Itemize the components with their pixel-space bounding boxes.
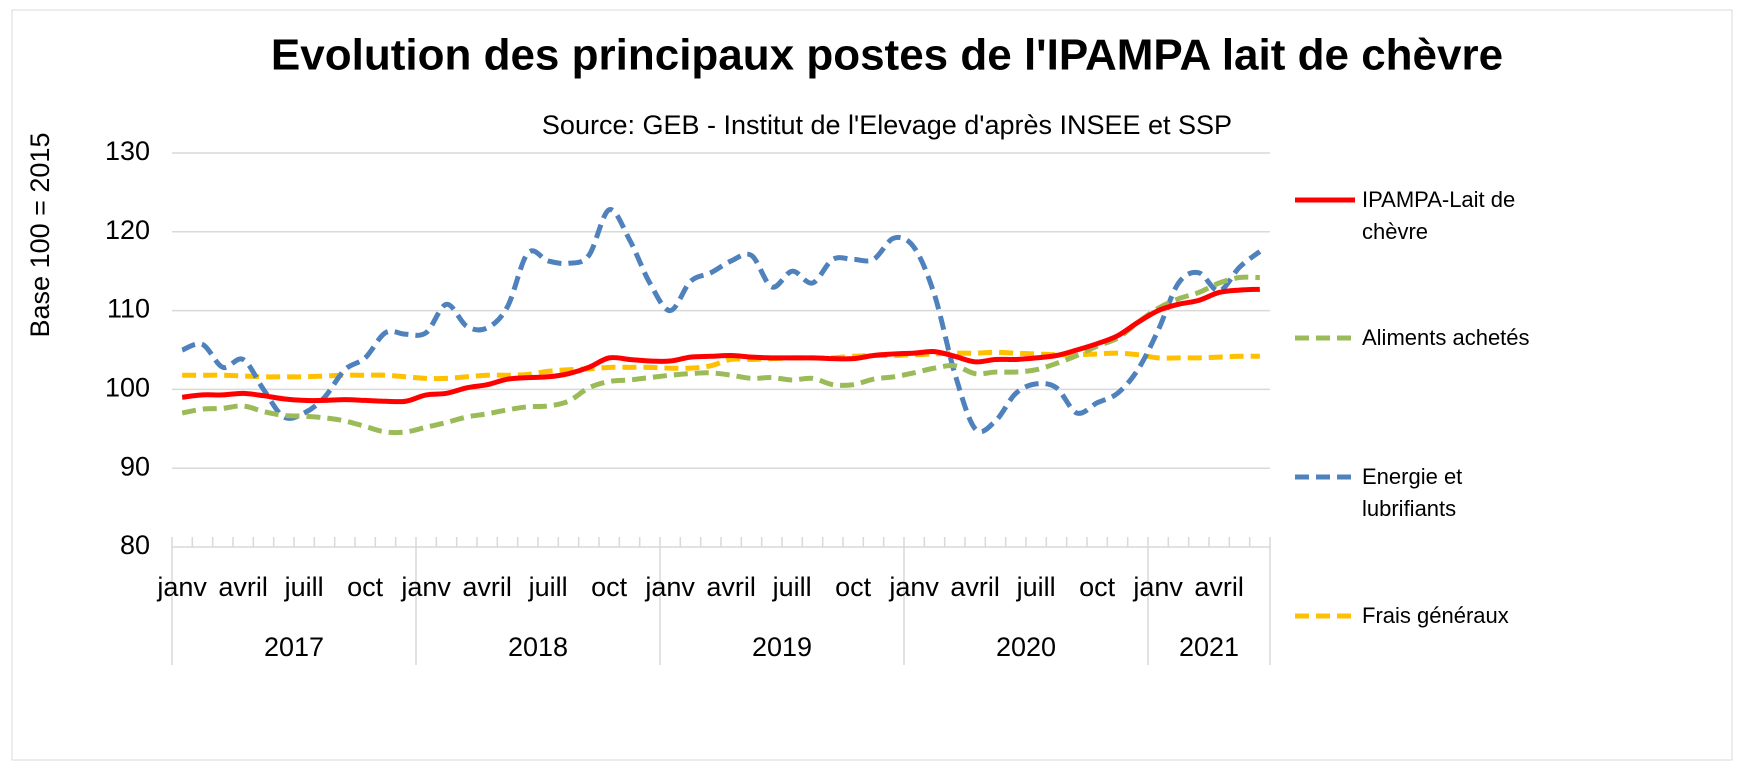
year-label: 2021 — [1179, 632, 1239, 662]
x-tick-label: janv — [156, 572, 207, 602]
x-tick-label: oct — [347, 572, 384, 602]
y-tick-label: 100 — [105, 373, 150, 403]
y-axis-label: Base 100 = 2015 — [25, 133, 55, 338]
year-label: 2017 — [264, 632, 324, 662]
x-tick-label: juill — [284, 572, 324, 602]
year-label: 2019 — [752, 632, 812, 662]
series-line — [181, 207, 1262, 435]
x-tick-label: janv — [644, 572, 695, 602]
y-tick-label: 90 — [120, 451, 150, 481]
series-line — [181, 274, 1260, 436]
legend-label: Aliments achetés — [1362, 325, 1530, 350]
y-tick-label: 130 — [105, 136, 150, 166]
x-tick-label: avril — [1194, 572, 1244, 602]
legend-label: Energie et lubrifiants — [1362, 464, 1463, 521]
x-tick-label: avril — [950, 572, 1000, 602]
y-tick-label: 80 — [120, 530, 150, 560]
x-tick-label: juill — [528, 572, 568, 602]
x-tick-label: juill — [772, 572, 812, 602]
legend-label: IPAMPA-Lait de chèvre — [1362, 187, 1516, 244]
chart-title: Evolution des principaux postes de l'IPA… — [271, 31, 1503, 80]
x-tick-label: janv — [1132, 572, 1183, 602]
y-tick-label: 110 — [107, 294, 150, 324]
series-line — [181, 286, 1260, 405]
year-label: 2018 — [508, 632, 568, 662]
x-tick-label: janv — [888, 572, 939, 602]
x-tick-label: oct — [835, 572, 872, 602]
x-tick-label: avril — [706, 572, 756, 602]
series-line — [182, 349, 1260, 382]
chart-border — [11, 9, 1733, 761]
x-tick-label: avril — [462, 572, 512, 602]
x-tick-label: janv — [400, 572, 451, 602]
x-tick-label: juill — [1016, 572, 1056, 602]
x-tick-label: avril — [218, 572, 268, 602]
legend-label: Frais généraux — [1362, 603, 1509, 628]
chart-subtitle: Source: GEB - Institut de l'Elevage d'ap… — [542, 110, 1232, 140]
y-tick-label: 120 — [105, 215, 150, 245]
year-label: 2020 — [996, 632, 1056, 662]
x-tick-label: oct — [591, 572, 628, 602]
x-tick-label: oct — [1079, 572, 1116, 602]
